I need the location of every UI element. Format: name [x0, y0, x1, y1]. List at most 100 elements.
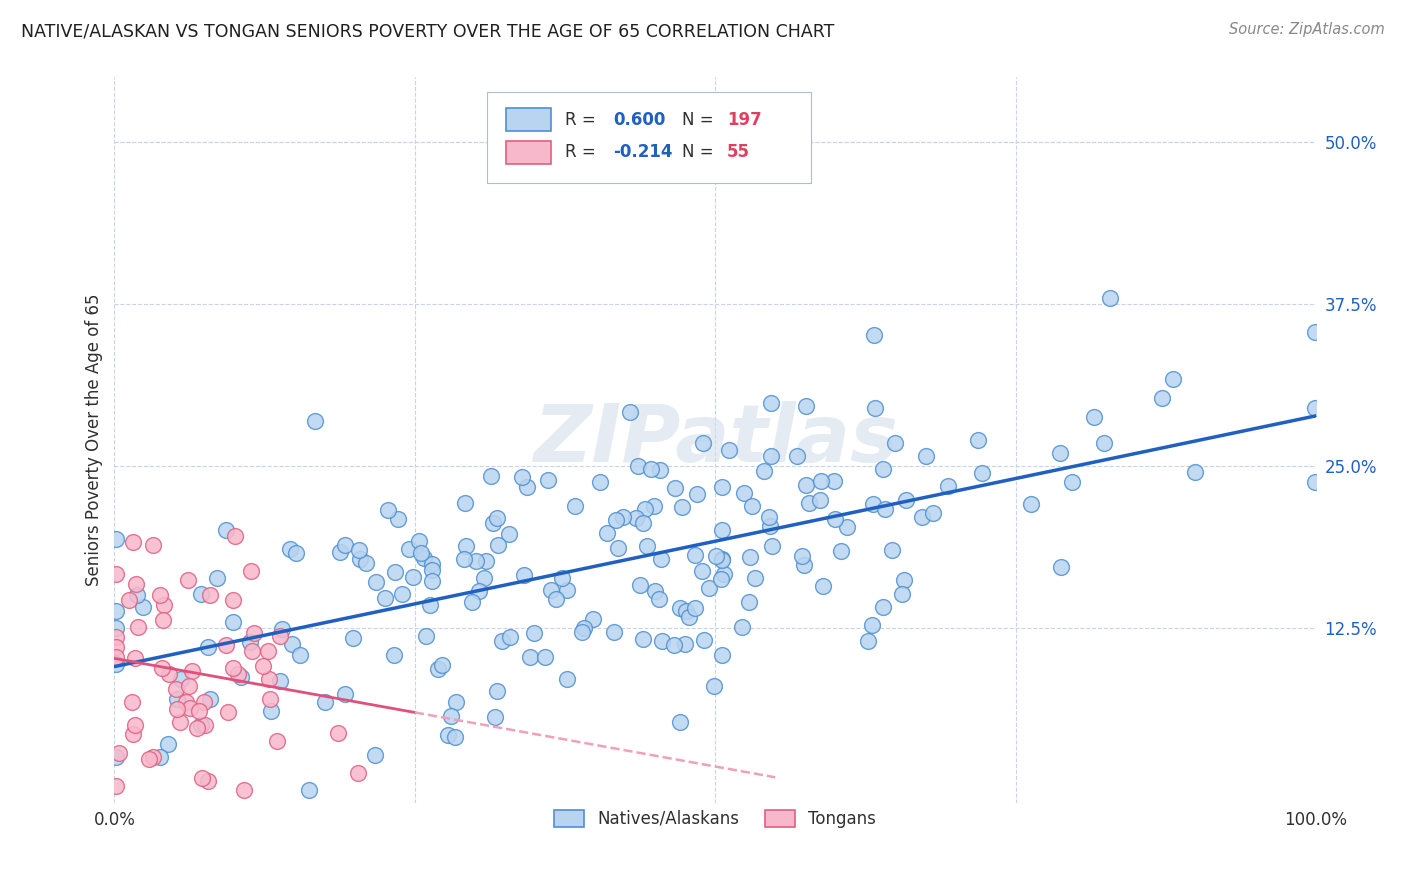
Point	[142, 749, 165, 764]
Point	[683, 548, 706, 562]
Point	[690, 565, 713, 579]
Point	[222, 661, 245, 675]
Point	[1094, 436, 1116, 450]
Point	[104, 779, 127, 793]
Point	[222, 615, 245, 629]
Point	[297, 783, 319, 797]
Point	[537, 473, 560, 487]
Point	[627, 458, 650, 473]
Point	[510, 469, 533, 483]
Point	[439, 709, 461, 723]
Point	[1098, 291, 1121, 305]
Point	[349, 552, 371, 566]
Point	[266, 733, 288, 747]
Point	[347, 765, 370, 780]
Point	[738, 549, 761, 564]
Point	[863, 401, 886, 415]
Point	[479, 468, 502, 483]
Point	[190, 717, 212, 731]
Point	[186, 722, 208, 736]
Point	[333, 687, 356, 701]
Point	[166, 691, 188, 706]
Y-axis label: Seniors Poverty Over the Age of 65: Seniors Poverty Over the Age of 65	[86, 294, 103, 586]
Point	[382, 648, 405, 662]
Point	[259, 692, 281, 706]
Point	[157, 737, 180, 751]
Point	[465, 554, 488, 568]
Point	[484, 710, 506, 724]
Point	[486, 538, 509, 552]
Point	[607, 541, 630, 555]
Point	[634, 502, 657, 516]
Point	[741, 500, 763, 514]
Point	[631, 632, 654, 646]
Point	[191, 771, 214, 785]
Text: ZIPatlas: ZIPatlas	[533, 401, 897, 479]
Point	[152, 614, 174, 628]
Point	[366, 574, 388, 589]
Point	[121, 727, 143, 741]
Point	[242, 644, 264, 658]
Point	[731, 620, 754, 634]
Point	[640, 462, 662, 476]
Point	[628, 578, 651, 592]
Point	[972, 467, 994, 481]
Point	[711, 480, 734, 494]
Point	[596, 525, 619, 540]
Point	[491, 634, 513, 648]
Point	[269, 674, 291, 689]
Point	[408, 534, 430, 549]
Point	[713, 566, 735, 581]
Point	[104, 605, 127, 619]
Point	[122, 535, 145, 549]
Point	[419, 598, 441, 612]
Point	[125, 588, 148, 602]
Point	[486, 683, 509, 698]
Point	[710, 648, 733, 662]
Point	[125, 577, 148, 591]
Point	[523, 626, 546, 640]
Point	[124, 718, 146, 732]
Point	[165, 681, 187, 696]
Point	[121, 696, 143, 710]
Point	[704, 549, 727, 563]
Point	[142, 539, 165, 553]
Point	[415, 629, 437, 643]
Point	[813, 579, 835, 593]
Point	[179, 701, 201, 715]
Point	[328, 726, 350, 740]
Point	[188, 705, 211, 719]
Point	[207, 571, 229, 585]
Text: 55: 55	[727, 144, 751, 161]
Point	[643, 499, 665, 513]
Point	[347, 543, 370, 558]
Point	[420, 563, 443, 577]
Text: Source: ZipAtlas.com: Source: ZipAtlas.com	[1229, 22, 1385, 37]
Point	[862, 328, 884, 343]
Point	[229, 670, 252, 684]
Point	[794, 400, 817, 414]
Point	[512, 567, 534, 582]
Text: R =: R =	[565, 111, 600, 128]
Point	[758, 510, 780, 524]
FancyBboxPatch shape	[506, 108, 551, 131]
Point	[170, 673, 193, 687]
Point	[260, 704, 283, 718]
Point	[830, 543, 852, 558]
Point	[104, 532, 127, 546]
Point	[1150, 391, 1173, 405]
Point	[603, 625, 626, 640]
Point	[467, 584, 489, 599]
Point	[890, 587, 912, 601]
Point	[648, 463, 671, 477]
Point	[200, 588, 222, 602]
Point	[1303, 325, 1326, 339]
Point	[132, 599, 155, 614]
Point	[571, 624, 593, 639]
Point	[675, 604, 697, 618]
Point	[104, 630, 127, 644]
Point	[150, 661, 173, 675]
Point	[138, 752, 160, 766]
Point	[104, 640, 127, 654]
Point	[269, 630, 291, 644]
